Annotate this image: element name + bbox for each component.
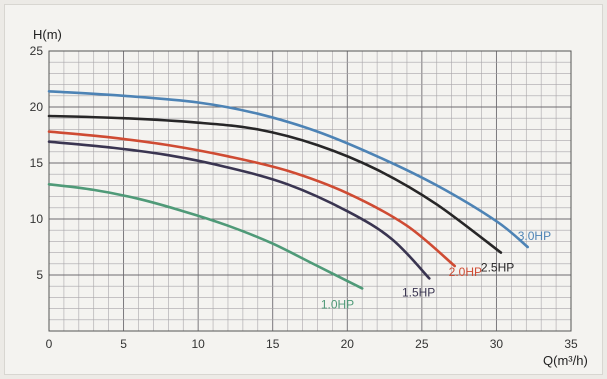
y-tick-label: 10	[30, 212, 44, 226]
x-tick-label: 35	[564, 337, 578, 351]
x-tick-label: 5	[120, 337, 127, 351]
series-line-2-0HP	[47, 130, 456, 268]
plot-border	[48, 50, 572, 332]
y-axis-title: H(m)	[33, 27, 62, 42]
x-tick-label: 20	[341, 337, 355, 351]
y-tick-label: 20	[30, 100, 44, 114]
x-axis-title: Q(m³/h)	[543, 353, 588, 368]
x-tick-label: 10	[191, 337, 205, 351]
x-tick-label: 30	[490, 337, 504, 351]
x-tick-label: 15	[266, 337, 280, 351]
series-label: 1.5HP	[402, 285, 435, 299]
pump-performance-chart: 0 5 10 15 20 25 30 35 5 10 15 20 25 H(m) Q(m³/h) 1.0HP 1…	[30, 27, 588, 368]
y-tick-label: 25	[30, 44, 44, 58]
series-line-1-0HP	[47, 183, 364, 290]
x-tick-label: 0	[46, 337, 53, 351]
y-tick-label: 15	[30, 156, 44, 170]
chart-frame: 0 5 10 15 20 25 30 35 5 10 15 20 25 H(m) Q(m³/h) 1.0HP 1…	[4, 4, 603, 375]
series-label: 1.0HP	[321, 297, 354, 311]
labels-layer: 0 5 10 15 20 25 30 35 5 10 15 20 25 H(m) Q(m³/h) 1.0HP 1…	[30, 27, 588, 368]
series-line-3-0HP	[47, 90, 529, 249]
series-line-2-5HP	[47, 114, 503, 254]
series-layer	[47, 90, 529, 290]
axes	[48, 50, 572, 332]
y-tick-label: 5	[36, 268, 43, 282]
x-tick-label: 25	[415, 337, 429, 351]
series-label: 2.0HP	[449, 265, 482, 279]
series-label: 2.5HP	[481, 261, 514, 275]
series-label: 3.0HP	[518, 229, 551, 243]
series-line-1-5HP	[47, 140, 431, 280]
grid	[48, 50, 572, 332]
